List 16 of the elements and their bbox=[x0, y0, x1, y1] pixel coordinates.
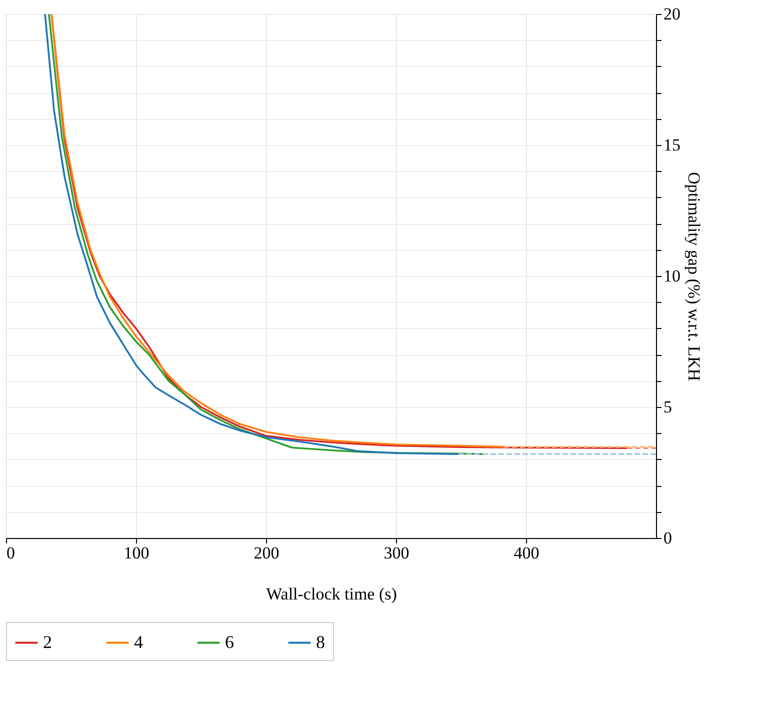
y-tick-label: 5 bbox=[664, 398, 672, 416]
legend-label: 2 bbox=[43, 632, 52, 652]
legend-label: 4 bbox=[134, 632, 143, 652]
legend-label: 8 bbox=[316, 632, 325, 652]
x-tick-label: 300 bbox=[384, 544, 410, 562]
x-tick-label: 400 bbox=[514, 544, 540, 562]
y-tick-label: 15 bbox=[664, 136, 680, 154]
legend-label: 6 bbox=[225, 632, 234, 652]
x-tick-label: 100 bbox=[124, 544, 150, 562]
x-axis-title: Wall-clock time (s) bbox=[266, 584, 397, 604]
y-tick-label: 0 bbox=[664, 528, 672, 548]
x-tick-label: 0 bbox=[6, 544, 15, 562]
y-tick-label: 20 bbox=[664, 4, 680, 24]
y-axis-title: Optimality gap (%) w.r.t. LKH bbox=[684, 172, 704, 381]
y-tick-label: 10 bbox=[664, 266, 680, 286]
x-tick-label: 200 bbox=[254, 544, 280, 562]
